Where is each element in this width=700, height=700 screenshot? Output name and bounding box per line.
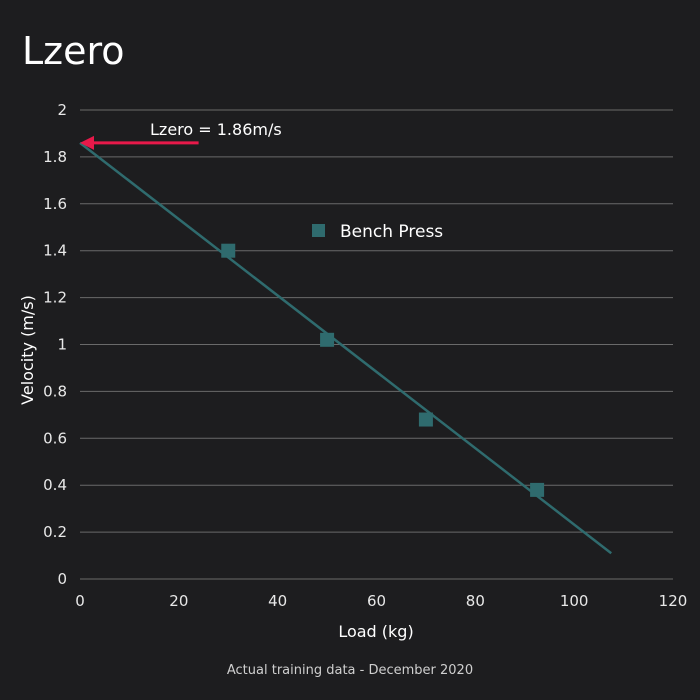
x-tick-label: 0 [75, 592, 85, 610]
y-tick-label: 1 [57, 336, 67, 354]
x-tick-label: 100 [560, 592, 589, 610]
y-axis-label: Velocity (m/s) [18, 295, 37, 405]
chart-title: Lzero [22, 29, 125, 73]
x-tick-label: 20 [169, 592, 188, 610]
annotation-text: Lzero = 1.86m/s [150, 120, 282, 139]
trendline-group [79, 141, 612, 555]
axis-ticks: 00.20.40.60.811.21.41.61.820 20 40 60 80 100 1… [43, 101, 687, 610]
x-tick-label: 60 [367, 592, 386, 610]
x-tick-label: 120 [659, 592, 688, 610]
annotation-group: Lzero = 1.86m/s [80, 120, 282, 150]
y-tick-label: 1.4 [43, 242, 67, 260]
legend-label: Bench Press [340, 222, 443, 242]
y-tick-label: 0 [57, 570, 67, 588]
data-point [530, 482, 545, 497]
y-tick-label: 1.6 [43, 195, 67, 213]
y-tick-label: 2 [57, 101, 67, 119]
y-tick-label: 0.2 [43, 523, 67, 541]
trendline [79, 141, 612, 555]
data-point [221, 243, 236, 258]
y-tick-label: 0.4 [43, 476, 67, 494]
y-tick-label: 0.6 [43, 429, 67, 447]
y-tick-label: 1.2 [43, 289, 67, 307]
legend: Bench Press [312, 222, 443, 242]
data-point [320, 332, 335, 347]
x-tick-label: 40 [268, 592, 287, 610]
data-point [418, 412, 433, 427]
y-tick-label: 1.8 [43, 148, 67, 166]
x-axis-label: Load (kg) [338, 622, 413, 641]
y-tick-label: 0.8 [43, 382, 67, 400]
legend-swatch [312, 224, 325, 237]
grid-lines [80, 109, 673, 580]
x-tick-label: 80 [466, 592, 485, 610]
data-points [221, 243, 545, 497]
chart-caption: Actual training data - December 2020 [227, 663, 473, 678]
annotation-arrow-head [80, 135, 94, 150]
